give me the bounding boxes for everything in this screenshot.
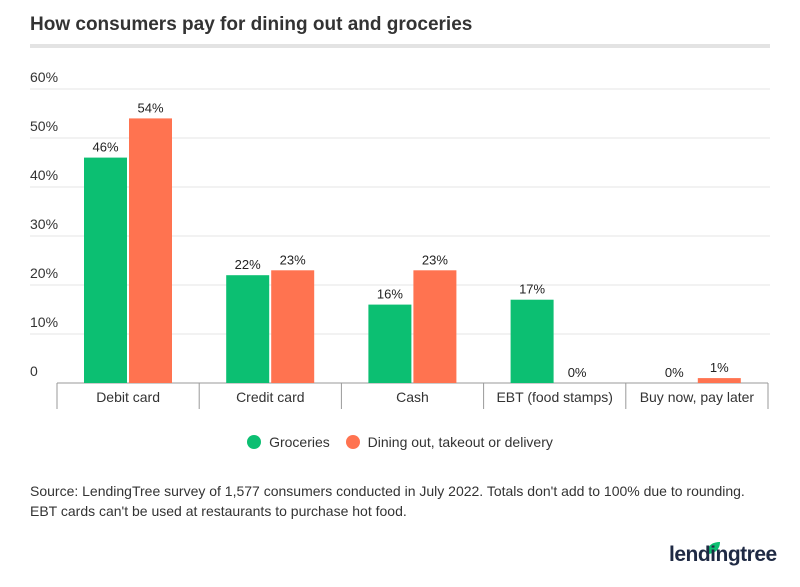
y-tick-label: 60%: [30, 69, 58, 85]
x-tick-label: Debit card: [96, 389, 160, 405]
x-tick-label: EBT (food stamps): [496, 389, 612, 405]
bar-0: [368, 304, 412, 383]
y-tick-label: 40%: [30, 167, 58, 183]
legend: Groceries Dining out, takeout or deliver…: [0, 434, 800, 452]
legend-item-dining: Dining out, takeout or delivery: [345, 434, 553, 450]
legend-item-groceries: Groceries: [247, 434, 330, 450]
x-tick-label: Buy now, pay later: [640, 389, 755, 405]
y-tick-label: 50%: [30, 118, 58, 134]
data-label: 23%: [422, 252, 448, 267]
source-note: Source: LendingTree survey of 1,577 cons…: [30, 483, 745, 519]
bar-1: [129, 118, 172, 384]
bar-0: [226, 275, 270, 383]
data-label: 0%: [665, 365, 684, 380]
data-label: 0%: [568, 365, 587, 380]
bar-chart: 0 10% 20% 30% 40% 50% 60% Debit card 46% 54% Credi…: [30, 69, 770, 409]
legend-label: Dining out, takeout or delivery: [367, 434, 553, 450]
data-label: 1%: [710, 360, 729, 375]
data-label: 23%: [280, 252, 306, 267]
y-tick-label: 10%: [30, 314, 58, 330]
data-label: 54%: [137, 100, 163, 115]
bar-0: [510, 299, 554, 383]
data-label: 17%: [519, 282, 545, 297]
y-tick-label: 0: [30, 363, 38, 379]
bar-1: [697, 378, 741, 383]
data-label: 46%: [92, 140, 118, 155]
legend-swatch: [345, 435, 360, 449]
legend-swatch: [247, 435, 262, 449]
legend-label: Groceries: [269, 434, 330, 450]
data-label: 16%: [377, 287, 403, 302]
chart-title: How consumers pay for dining out and gro…: [30, 14, 473, 35]
data-label: 22%: [235, 257, 261, 272]
y-tick-label: 20%: [30, 265, 58, 281]
title-divider: [30, 44, 770, 48]
x-tick-label: Credit card: [236, 389, 304, 405]
bar-1: [413, 270, 457, 383]
leaf-icon: [707, 542, 720, 554]
y-tick-label: 30%: [30, 216, 58, 232]
x-tick-label: Cash: [396, 389, 429, 405]
bar-1: [271, 270, 315, 383]
bar-0: [84, 157, 127, 383]
lendingtree-logo: lendingtree: [669, 543, 777, 566]
